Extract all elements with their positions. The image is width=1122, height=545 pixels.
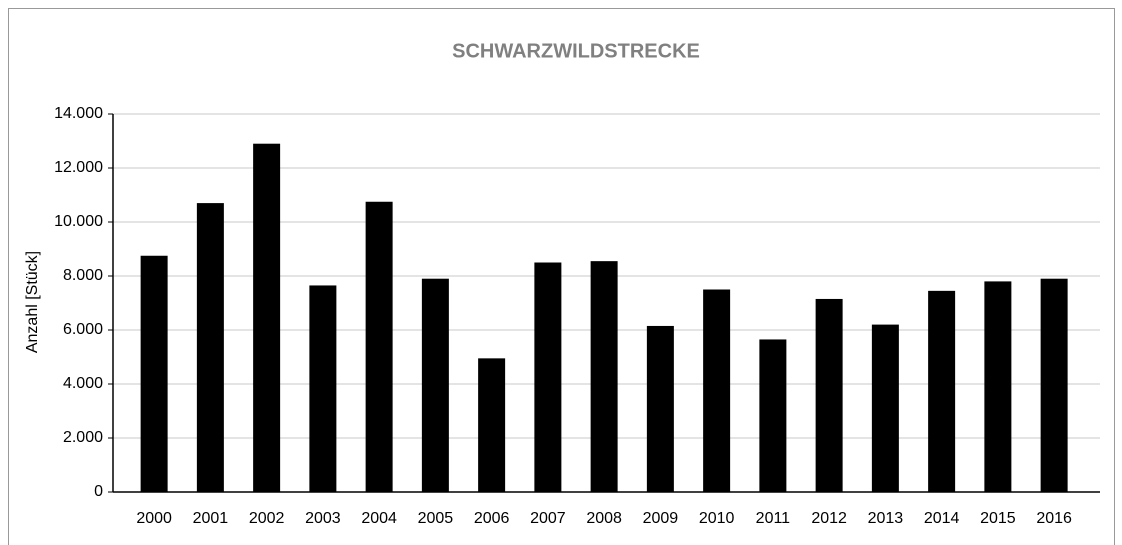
- bar: [759, 339, 787, 492]
- x-tick-label: 2008: [586, 510, 622, 527]
- x-tick-label: 2007: [530, 510, 566, 527]
- bar: [478, 358, 506, 492]
- y-tick-label: 4.000: [63, 375, 103, 392]
- bar: [365, 201, 393, 492]
- bar: [815, 298, 843, 492]
- y-tick-label: 8.000: [63, 267, 103, 284]
- bar: [309, 285, 337, 492]
- chart-title: SCHWARZWILDSTRECKE: [452, 40, 700, 62]
- y-tick-label: 2.000: [63, 429, 103, 446]
- bar: [196, 203, 224, 492]
- x-tick-label: 2013: [868, 510, 904, 527]
- bar: [871, 324, 899, 492]
- x-tick-label: 2014: [924, 510, 960, 527]
- bar: [421, 278, 449, 492]
- x-tick-label: 2005: [418, 510, 454, 527]
- x-tick-label: 2000: [136, 510, 172, 527]
- bar: [928, 290, 956, 492]
- x-tick-label: 2003: [305, 510, 341, 527]
- bar: [646, 325, 674, 492]
- x-tick-label: 2002: [249, 510, 285, 527]
- x-tick-label: 2012: [811, 510, 847, 527]
- y-axis-label: Anzahl [Stück]: [24, 251, 41, 353]
- y-tick-label: 10.000: [54, 213, 103, 230]
- x-tick-label: 2001: [193, 510, 229, 527]
- x-tick-label: 2009: [643, 510, 679, 527]
- bar: [140, 255, 168, 492]
- bar: [590, 261, 618, 492]
- y-tick-label: 12.000: [54, 159, 103, 176]
- x-tick-label: 2015: [980, 510, 1016, 527]
- y-tick-label: 0: [94, 483, 103, 500]
- x-tick-label: 2011: [756, 510, 791, 527]
- x-tick-label: 2010: [699, 510, 735, 527]
- bar: [1040, 278, 1068, 492]
- bar: [534, 262, 562, 492]
- y-tick-label: 14.000: [54, 105, 103, 122]
- bar: [703, 289, 731, 492]
- x-tick-label: 2016: [1036, 510, 1072, 527]
- bar: [984, 281, 1012, 492]
- x-tick-label: 2006: [474, 510, 510, 527]
- frame: [8, 8, 1115, 545]
- bar: [253, 143, 281, 492]
- x-tick-label: 2004: [361, 510, 397, 527]
- y-tick-label: 6.000: [63, 321, 103, 338]
